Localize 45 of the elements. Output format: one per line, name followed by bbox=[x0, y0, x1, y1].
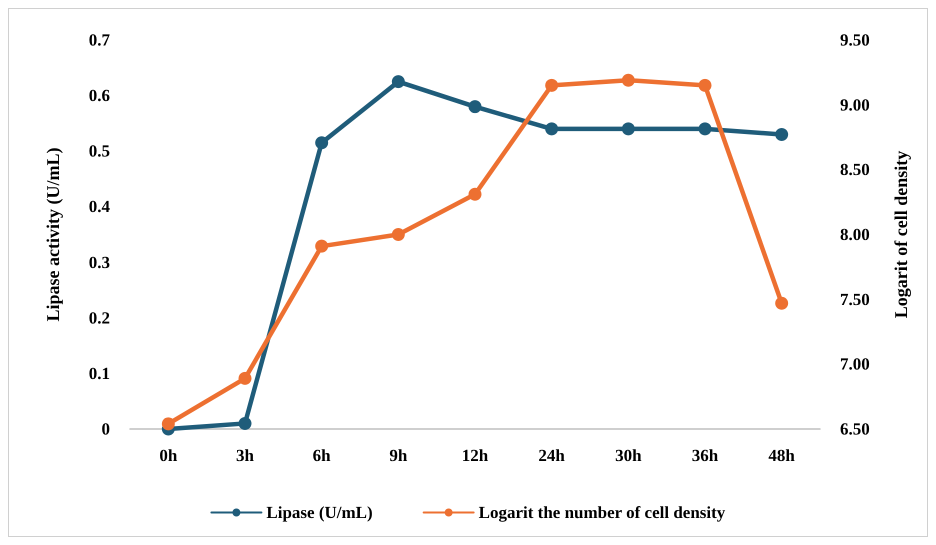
point bbox=[238, 416, 252, 430]
point bbox=[622, 74, 635, 87]
y2-tick-label: 8.50 bbox=[840, 160, 870, 180]
point bbox=[392, 75, 405, 88]
x-tick-label: 3h bbox=[236, 446, 255, 465]
y2-tick-label: 7.50 bbox=[840, 290, 870, 309]
point bbox=[468, 188, 482, 201]
y-tick-label: 0.2 bbox=[88, 308, 110, 328]
point bbox=[545, 122, 558, 136]
legend-label: Lipase (U/mL) bbox=[266, 503, 373, 522]
point bbox=[698, 122, 712, 136]
y-tick-label: 0.5 bbox=[88, 142, 110, 161]
y-tick-label: 0 bbox=[102, 420, 110, 438]
point bbox=[238, 372, 252, 385]
y-axis-title: Lipase activity (U/mL) bbox=[43, 148, 63, 322]
y2-tick-label: 6.50 bbox=[840, 420, 870, 438]
point bbox=[468, 100, 482, 114]
point bbox=[315, 240, 328, 253]
x-tick-label: 48h bbox=[768, 446, 796, 465]
y-tick-label: 0.4 bbox=[88, 197, 110, 216]
y-tick-label: 0.3 bbox=[88, 252, 110, 272]
y2-tick-label: 8.00 bbox=[840, 225, 870, 244]
x-tick-label: 9h bbox=[389, 446, 408, 465]
point bbox=[392, 228, 405, 241]
y2-tick-label: 7.00 bbox=[840, 354, 870, 374]
x-tick-label: 6h bbox=[312, 446, 332, 465]
legend-label: Logarit the number of cell density bbox=[478, 503, 726, 522]
y2-tick-label: 9.50 bbox=[840, 30, 870, 50]
x-tick-label: 24h bbox=[538, 446, 566, 465]
x-tick-label: 12h bbox=[462, 446, 489, 465]
x-tick-label: 36h bbox=[692, 446, 719, 465]
y-tick-label: 0.7 bbox=[88, 30, 110, 50]
x-tick-label: 0h bbox=[159, 446, 178, 465]
point bbox=[545, 78, 558, 92]
y-tick-label: 0.6 bbox=[88, 86, 110, 106]
point bbox=[775, 296, 788, 310]
point bbox=[698, 78, 712, 92]
point bbox=[775, 128, 788, 141]
x-tick-label: 30h bbox=[615, 446, 642, 465]
point bbox=[162, 417, 175, 430]
point bbox=[315, 136, 328, 150]
point bbox=[622, 122, 635, 136]
y2-tick-label: 9.00 bbox=[840, 95, 870, 114]
y-tick-label: 0.1 bbox=[88, 364, 110, 383]
y2-axis-title: Logarit of cell density bbox=[891, 150, 911, 318]
